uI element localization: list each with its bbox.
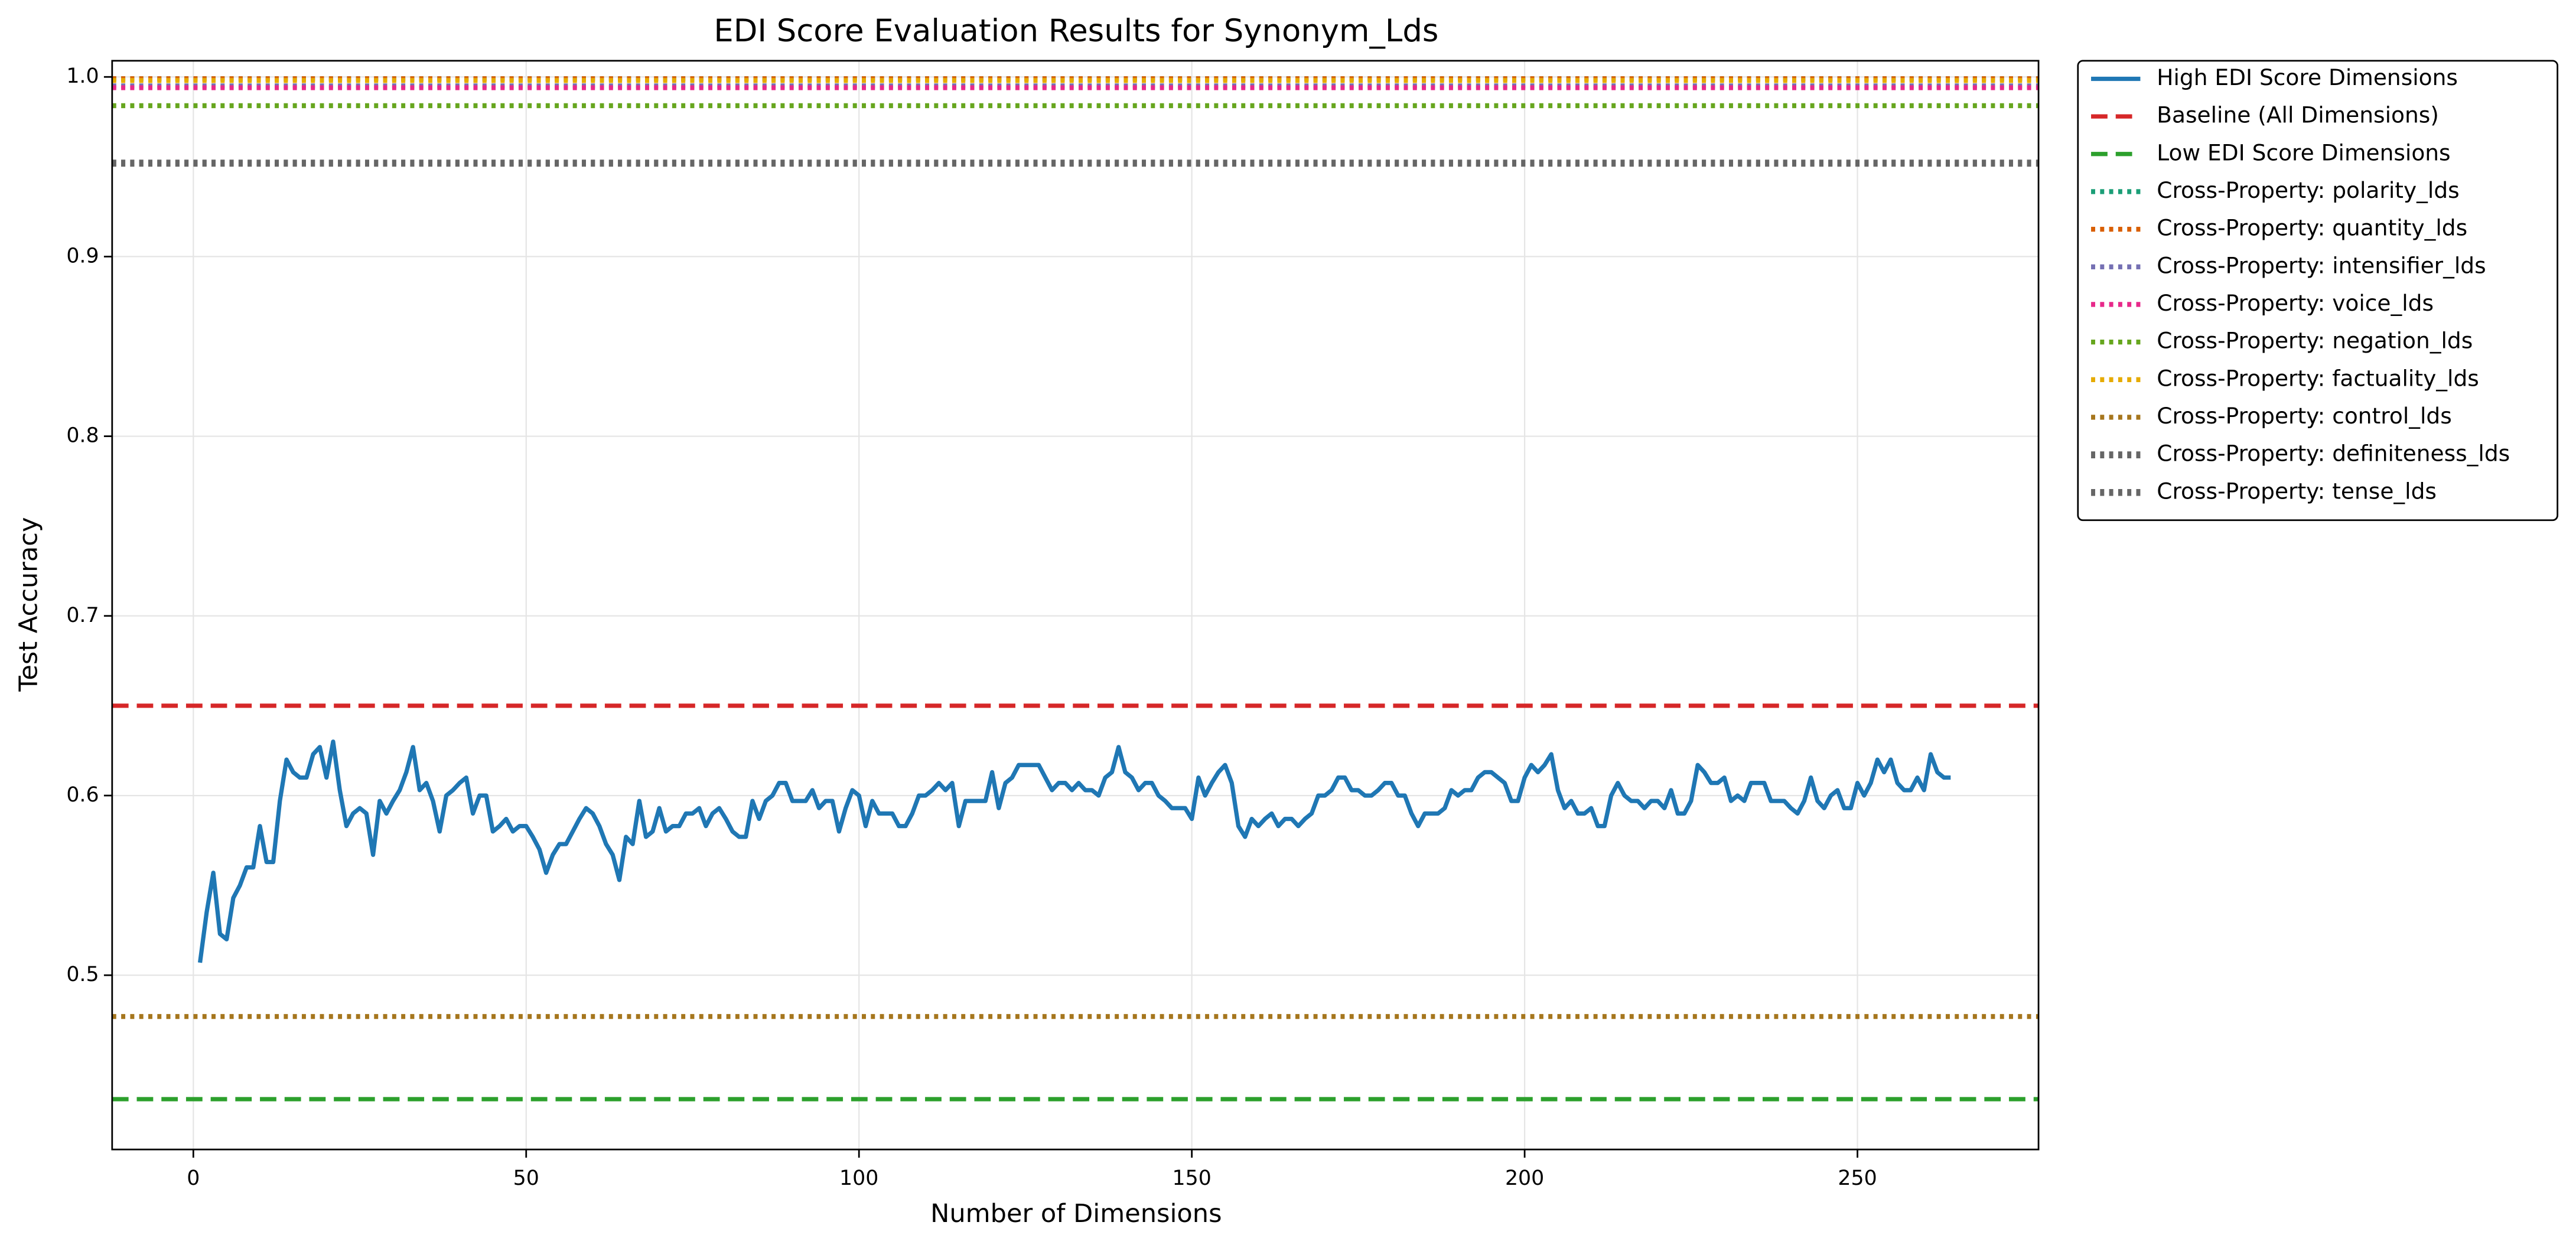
y-tick-label: 0.7	[66, 604, 99, 627]
legend-label: Cross-Property: control_lds	[2157, 403, 2452, 429]
legend-label: Cross-Property: tense_lds	[2157, 478, 2437, 504]
legend-label: Cross-Property: definiteness_lds	[2157, 441, 2510, 467]
x-tick-label: 100	[839, 1166, 878, 1190]
x-tick-label: 250	[1838, 1166, 1877, 1190]
y-tick-label: 0.6	[66, 783, 99, 807]
legend-label: Cross-Property: quantity_lds	[2157, 215, 2467, 241]
legend-label: High EDI Score Dimensions	[2157, 64, 2458, 90]
y-tick-label: 1.0	[66, 64, 99, 88]
plot-area	[112, 76, 2039, 1102]
legend-label: Low EDI Score Dimensions	[2157, 139, 2450, 165]
legend-label: Cross-Property: factuality_lds	[2157, 365, 2479, 391]
legend-label: Cross-Property: negation_lds	[2157, 328, 2473, 354]
data-line	[197, 739, 1951, 963]
y-tick-label: 0.9	[66, 244, 99, 268]
axes-frame	[111, 60, 2040, 1151]
x-axis-label: Number of Dimensions	[930, 1199, 1222, 1229]
y-tick-label: 0.5	[66, 963, 99, 986]
ticks: 0 50 100 150 200 250 0.5 0.6 0.7 0.8 0.9 1.0	[66, 64, 1877, 1190]
legend: High EDI Score Dimensions Baseline (All D…	[2077, 60, 2559, 522]
chart-title: EDI Score Evaluation Results for Synonym…	[714, 13, 1438, 49]
legend-label: Cross-Property: polarity_lds	[2157, 177, 2459, 203]
legend-box	[2077, 60, 2559, 522]
legend-label: Baseline (All Dimensions)	[2157, 102, 2439, 128]
x-tick-label: 0	[187, 1166, 200, 1190]
y-tick-label: 0.8	[66, 424, 99, 448]
x-tick-label: 50	[513, 1166, 539, 1190]
x-tick-label: 200	[1505, 1166, 1544, 1190]
y-axis-label: Test Accuracy	[14, 517, 43, 692]
legend-label: Cross-Property: voice_lds	[2157, 290, 2434, 316]
x-tick-label: 150	[1172, 1166, 1211, 1190]
legend-label: Cross-Property: intensifier_lds	[2157, 252, 2486, 278]
